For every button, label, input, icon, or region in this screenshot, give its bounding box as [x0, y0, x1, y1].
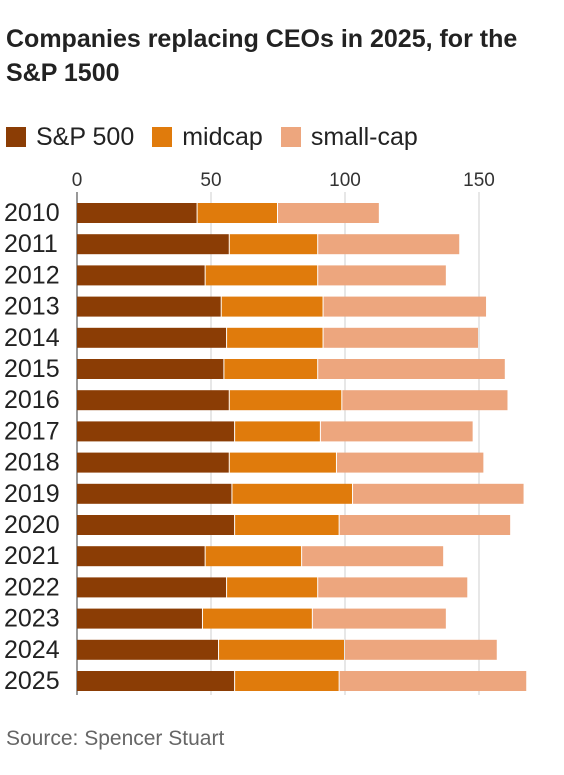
bar-segment-sp500-2012 — [77, 265, 205, 286]
bar-segment-midcap-2011 — [229, 234, 318, 255]
bar-segment-smallcap-2016 — [342, 390, 508, 411]
bar-segment-smallcap-2024 — [345, 639, 497, 660]
bar-segment-sp500-2024 — [77, 639, 219, 660]
legend-label-smallcap: small-cap — [310, 123, 418, 151]
y-tick-label: 2015 — [4, 355, 60, 383]
source-note: Source: Spencer Stuart — [6, 727, 225, 750]
legend-label-sp500: S&P 500 — [36, 123, 135, 151]
bar-segment-smallcap-2015 — [318, 359, 505, 379]
bar-segment-midcap-2025 — [235, 671, 339, 691]
bar-segment-sp500-2016 — [77, 390, 229, 411]
bar-segment-midcap-2012 — [205, 265, 318, 286]
y-tick-label: 2019 — [4, 480, 60, 508]
bar-segment-midcap-2018 — [229, 452, 336, 473]
y-tick-label: 2024 — [4, 636, 60, 664]
bar-segment-sp500-2017 — [77, 421, 235, 442]
y-tick-label: 2012 — [4, 261, 60, 289]
bar-segment-midcap-2019 — [232, 483, 353, 504]
legend-label-midcap: midcap — [182, 123, 263, 151]
bar-segment-smallcap-2013 — [323, 296, 487, 317]
x-tick-label: 0 — [72, 170, 83, 191]
bar-segment-sp500-2019 — [77, 483, 232, 504]
bar-segment-smallcap-2014 — [323, 327, 478, 348]
y-tick-label: 2025 — [4, 667, 60, 695]
bar-segment-midcap-2015 — [224, 359, 318, 379]
bar-segment-smallcap-2020 — [339, 515, 511, 535]
bar-segment-sp500-2010 — [77, 203, 197, 223]
y-tick-label: 2022 — [4, 573, 60, 601]
bar-segment-sp500-2025 — [77, 671, 235, 691]
bar-segment-smallcap-2019 — [353, 483, 524, 504]
bar-segment-sp500-2022 — [77, 577, 227, 598]
x-tick-label: 50 — [200, 170, 221, 191]
bar-segment-smallcap-2021 — [302, 546, 444, 567]
bar-segment-midcap-2013 — [221, 296, 323, 317]
y-tick-label: 2014 — [4, 324, 60, 352]
bar-segment-sp500-2020 — [77, 515, 235, 535]
bar-segment-sp500-2021 — [77, 546, 205, 567]
legend-item-smallcap: small-cap — [280, 122, 418, 152]
bar-segment-midcap-2022 — [227, 577, 318, 598]
bar-segment-midcap-2021 — [205, 546, 302, 567]
y-tick-label: 2023 — [4, 605, 60, 633]
legend-item-midcap: midcap — [152, 122, 263, 152]
bar-segment-smallcap-2011 — [318, 234, 460, 255]
bar-segment-midcap-2010 — [197, 203, 277, 223]
bar-segment-smallcap-2018 — [336, 452, 484, 473]
bar-segment-smallcap-2023 — [312, 608, 446, 629]
legend-swatch-midcap — [152, 127, 173, 147]
legend-item-sp500: S&P 500 — [6, 122, 134, 152]
bar-segment-midcap-2014 — [227, 327, 323, 348]
bar-segment-smallcap-2010 — [278, 203, 379, 223]
legend-swatch-smallcap — [280, 127, 301, 147]
bar-segment-midcap-2017 — [235, 421, 320, 442]
y-tick-label: 2017 — [4, 417, 60, 445]
bar-segment-smallcap-2025 — [339, 671, 527, 691]
bar-segment-midcap-2024 — [219, 639, 344, 660]
bar-segment-sp500-2013 — [77, 296, 221, 317]
bar-segment-midcap-2020 — [235, 515, 339, 535]
y-tick-label: 2018 — [4, 449, 60, 477]
bar-segment-smallcap-2012 — [318, 265, 446, 286]
legend-swatch-sp500 — [6, 127, 26, 147]
y-tick-label: 2010 — [4, 199, 60, 227]
x-tick-label: 100 — [329, 170, 361, 191]
legend: S&P 500 midcap small-cap — [6, 122, 436, 152]
bar-segment-sp500-2018 — [77, 452, 229, 473]
bar-segment-midcap-2016 — [229, 390, 342, 411]
bar-segment-sp500-2015 — [77, 359, 224, 379]
bar-segment-sp500-2014 — [77, 327, 227, 348]
y-tick-label: 2016 — [4, 386, 60, 414]
y-tick-label: 2011 — [4, 230, 58, 258]
y-tick-label: 2021 — [4, 542, 60, 570]
bar-segment-sp500-2023 — [77, 608, 202, 629]
bar-segment-sp500-2011 — [77, 234, 229, 255]
chart-title: Companies replacing CEOs in 2025, for th… — [6, 25, 518, 87]
y-tick-label: 2013 — [4, 293, 60, 321]
bar-segment-smallcap-2017 — [320, 421, 473, 442]
y-tick-label: 2020 — [4, 511, 60, 539]
x-tick-label: 150 — [463, 170, 495, 191]
bar-segment-smallcap-2022 — [318, 577, 468, 598]
bar-segment-midcap-2023 — [202, 608, 312, 629]
